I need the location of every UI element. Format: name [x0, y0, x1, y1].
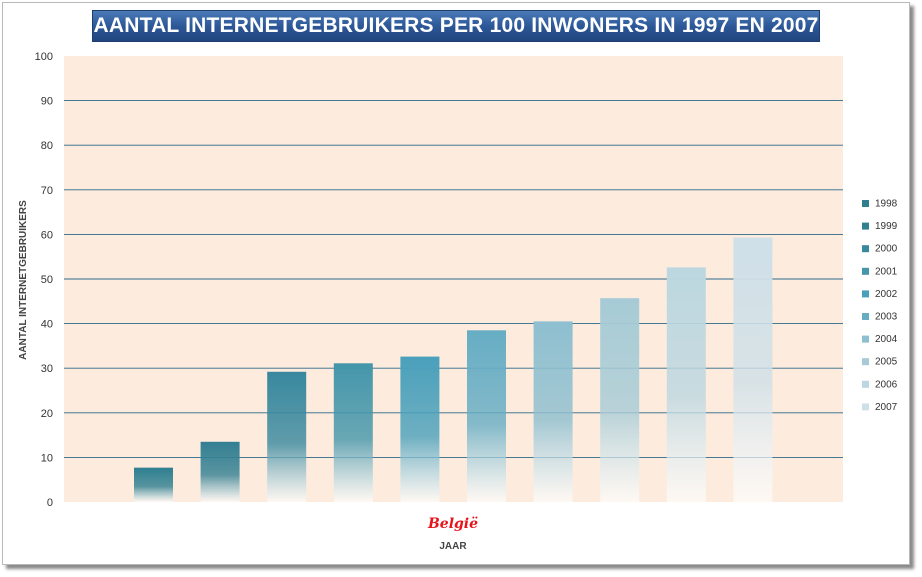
y-tick-label: 70: [41, 185, 53, 197]
chart-title: AANTAL INTERNETGEBRUIKERS PER 100 INWONE…: [92, 10, 820, 42]
legend-swatch-1998: [862, 200, 869, 207]
legend-swatch-2002: [862, 290, 869, 298]
y-tick-label: 100: [35, 51, 53, 63]
y-tick-label: 90: [41, 96, 53, 108]
bar-1998: [134, 467, 173, 502]
legend-label-2004: 2004: [875, 334, 898, 345]
bar-2003: [467, 330, 506, 502]
y-axis: 0 10 20 30 40 50 60 70 80 90 100: [35, 51, 53, 509]
bar-2005: [600, 298, 640, 502]
y-tick-label: 0: [47, 497, 53, 509]
y-tick-label: 20: [41, 408, 53, 420]
legend-label-1998: 1998: [875, 199, 898, 210]
legend-label-2001: 2001: [875, 266, 898, 277]
y-axis-label: AANTAL INTERNETGEBRUIKERS: [18, 200, 29, 360]
bar-2004: [533, 321, 573, 502]
y-tick-label: 10: [41, 452, 53, 464]
bar-2006: [666, 267, 706, 502]
y-tick-label: 40: [41, 319, 53, 331]
legend-label-1999: 1999: [875, 221, 898, 232]
legend: 1998 1999 2000 2001 2002 2003 2004 2005 2006 2007: [862, 199, 898, 413]
legend-label-2007: 2007: [875, 402, 898, 413]
legend-label-2003: 2003: [875, 312, 898, 323]
legend-label-2006: 2006: [875, 379, 898, 390]
legend-swatch-2004: [862, 335, 869, 343]
legend-swatch-2006: [862, 380, 869, 388]
bar-1999: [200, 441, 240, 502]
legend-swatch-1999: [862, 222, 869, 230]
category-label: België: [427, 516, 478, 532]
legend-swatch-2000: [862, 245, 869, 253]
y-tick-label: 80: [41, 140, 53, 152]
legend-label-2002: 2002: [875, 289, 898, 300]
legend-swatch-2001: [862, 267, 869, 275]
legend-swatch-2007: [862, 403, 869, 411]
legend-label-2005: 2005: [875, 357, 898, 368]
legend-swatch-2003: [862, 313, 869, 320]
bar-2001: [333, 363, 373, 502]
legend-label-2000: 2000: [875, 244, 898, 255]
y-tick-label: 60: [41, 229, 53, 241]
gridlines: [64, 100, 843, 458]
bars: [134, 237, 773, 502]
bar-2007: [733, 237, 773, 502]
y-tick-label: 30: [41, 363, 53, 375]
x-axis-label: JAAR: [439, 541, 467, 552]
bar-2000: [267, 371, 307, 502]
bar-2002: [400, 356, 440, 502]
y-tick-label: 50: [41, 274, 53, 286]
legend-swatch-2005: [862, 358, 869, 366]
